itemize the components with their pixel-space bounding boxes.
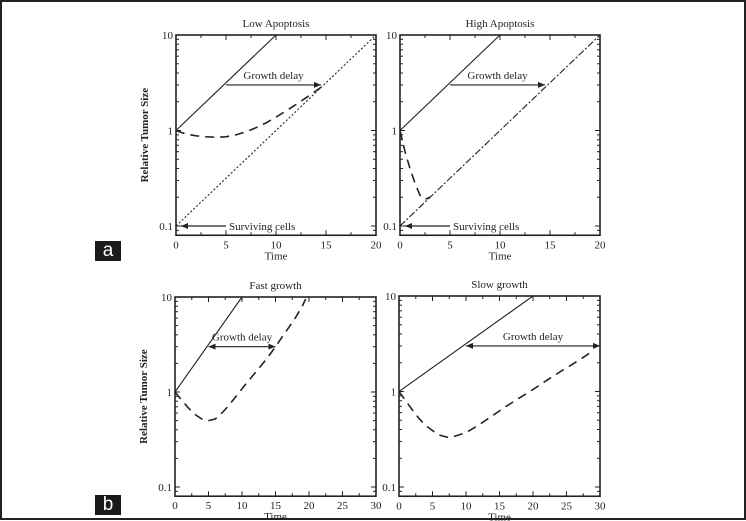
x-tick-label: 10 (495, 239, 507, 251)
x-axis-label: Time (265, 250, 288, 262)
y-tick-label: 0.1 (158, 482, 172, 494)
annotation-label: Growth delay (467, 70, 528, 82)
x-tick-label: 15 (321, 239, 333, 251)
y-tick-label: 1 (392, 126, 398, 138)
x-axis-label: Time (489, 250, 512, 262)
y-tick-label: 0.1 (382, 482, 396, 494)
x-tick-label: 5 (206, 500, 212, 512)
x-tick-label: 15 (270, 500, 282, 512)
plot-frame (174, 296, 377, 498)
series-solid-line (175, 297, 243, 393)
x-tick-label: 25 (337, 500, 349, 512)
y-axis-label: Relative Tumor Size (139, 88, 151, 183)
arrowhead-icon (181, 223, 188, 229)
series-dashed-line (176, 82, 327, 139)
x-tick-label: 0 (172, 500, 178, 512)
x-tick-label: 20 (304, 500, 316, 512)
series-dotted-line (176, 35, 376, 227)
x-tick-label: 30 (595, 500, 607, 512)
y-tick-label: 0.1 (159, 221, 173, 233)
annotation-label: Surviving cells (453, 221, 519, 233)
plot-frame (399, 34, 601, 237)
x-tick-label: 20 (371, 239, 383, 251)
x-tick-label: 5 (430, 500, 436, 512)
x-tick-label: 0 (173, 239, 179, 251)
arrowhead-icon (593, 342, 600, 349)
arrowhead-icon (268, 343, 276, 350)
panel-3: Fast growth 0.1 1 10 0 5 10 15 20 25 30 Time Relativ… (138, 280, 382, 521)
y-axis-label: Relative Tumor Size (138, 349, 150, 444)
y-tick-label: 10 (386, 30, 398, 42)
x-tick-label: 25 (561, 500, 573, 512)
arrowhead-icon (314, 81, 321, 88)
panel-label-b: b (95, 495, 121, 515)
annotation-label: Growth delay (243, 70, 304, 82)
plot-frame (398, 295, 601, 498)
y-tick-label: 10 (385, 291, 397, 303)
x-tick-label: 20 (528, 500, 540, 512)
series-dashed-line (399, 349, 594, 439)
x-tick-label: 20 (595, 239, 607, 251)
x-tick-label: 15 (494, 500, 506, 512)
x-tick-label: 5 (223, 239, 229, 251)
y-tick-label: 1 (391, 387, 397, 399)
x-axis-label: Time (264, 511, 287, 521)
panel-2: High Apoptosis 0.1 1 10 0 5 10 15 20 Time Growth d… (383, 18, 606, 262)
series-dashed-line (400, 130, 431, 201)
panel-4: Slow growth 0.1 1 10 0 5 10 15 20 25 30 Time Growth … (382, 279, 606, 521)
panel-title: Slow growth (471, 279, 528, 291)
x-axis-label: Time (488, 511, 511, 521)
x-tick-label: 10 (461, 500, 473, 512)
arrowhead-icon (208, 343, 216, 350)
panel-1: Low Apoptosis 0.1 1 10 0 5 10 15 20 Time Relative … (139, 18, 382, 262)
x-tick-label: 10 (271, 239, 283, 251)
x-tick-label: 5 (447, 239, 453, 251)
y-tick-label: 10 (161, 292, 173, 304)
x-tick-label: 0 (397, 239, 403, 251)
x-tick-label: 10 (237, 500, 249, 512)
x-tick-label: 15 (545, 239, 557, 251)
y-tick-label: 1 (167, 387, 173, 399)
plot-frame (175, 34, 377, 237)
annotation-label: Growth delay (212, 332, 273, 344)
arrowhead-icon (405, 223, 412, 229)
x-tick-label: 0 (396, 500, 402, 512)
series-dashdot-line (400, 35, 600, 227)
series-solid-line (400, 35, 501, 131)
annotation-label: Growth delay (503, 331, 564, 343)
arrowhead-icon (538, 81, 545, 88)
arrowhead-icon (466, 342, 473, 349)
y-tick-label: 10 (162, 30, 174, 42)
series-solid-line (176, 35, 277, 131)
panel-label-a: a (95, 241, 121, 261)
y-tick-label: 1 (168, 126, 174, 138)
panel-title: Low Apoptosis (243, 18, 310, 30)
series-solid-line (399, 296, 534, 392)
annotation-label: Surviving cells (229, 221, 295, 233)
panel-title: Fast growth (249, 280, 302, 292)
series-dashed-line (175, 298, 307, 422)
x-tick-label: 30 (371, 500, 383, 512)
panel-title: High Apoptosis (466, 18, 535, 30)
y-tick-label: 0.1 (383, 221, 397, 233)
